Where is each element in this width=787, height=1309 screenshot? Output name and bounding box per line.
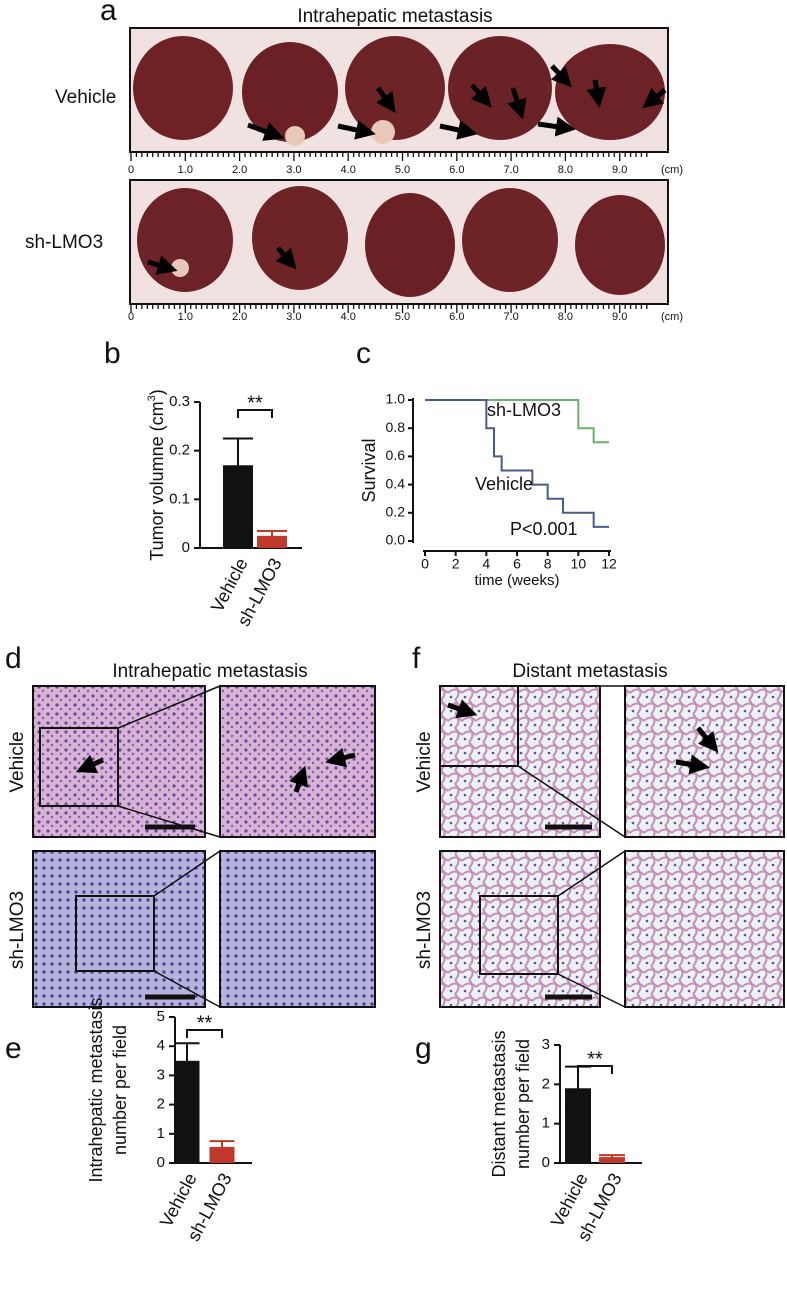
significance-bracket (186, 1029, 223, 1038)
y-tick-label: 2 (542, 1075, 550, 1092)
ruler-label: 8.0 (558, 164, 573, 176)
y-tick-label: 0.2 (169, 442, 190, 459)
ruler-label: 1.0 (178, 164, 193, 176)
row-label: Vehicle (7, 731, 28, 792)
y-tick-label: 0.4 (386, 475, 406, 491)
y-tick-label: 0.0 (386, 532, 406, 548)
y-axis-label: Tumor volumne (cm3) (146, 389, 167, 561)
series-label: Vehicle (475, 474, 533, 494)
ruler-label: 7.0 (503, 164, 518, 176)
ruler-label: 8.0 (558, 311, 573, 323)
x-tick-label: 2 (452, 556, 460, 572)
row-label: sh-LMO3 (7, 891, 28, 969)
bar (209, 1146, 235, 1163)
ruler-label: 3.0 (286, 311, 301, 323)
panel-title: Intrahepatic metastasis (297, 6, 492, 27)
histology-images (32, 685, 785, 1008)
y-tick-label: 3 (542, 1036, 550, 1053)
significance-bracket (577, 1065, 613, 1074)
panel-title: Intrahepatic metastasis (112, 661, 307, 682)
significance-label: ** (587, 1048, 603, 1070)
y-tick-label: 4 (157, 1037, 165, 1054)
y-tick-label: 3 (157, 1066, 165, 1083)
significance-bracket (237, 409, 273, 418)
ruler-label: 5.0 (395, 164, 410, 176)
y-axis-label: number per field (513, 1039, 533, 1169)
panel-letter: b (104, 337, 121, 370)
panel-title: Distant metastasis (512, 661, 667, 682)
y-tick-label: 5 (157, 1008, 165, 1025)
survival-line (425, 399, 609, 444)
ruler-label: 5.0 (395, 311, 410, 323)
panel-letter: e (5, 1032, 22, 1065)
x-axis-label: time (weeks) (474, 572, 559, 589)
x-tick-label: 12 (601, 556, 617, 572)
y-tick-label: 1.0 (386, 391, 406, 407)
ruler-label: 4.0 (341, 164, 356, 176)
survival-line (425, 399, 609, 528)
liver-photos (129, 27, 669, 305)
series-label: sh-LMO3 (487, 400, 561, 420)
bar (257, 535, 287, 548)
y-axis-label: Distant metastasis (489, 1030, 509, 1177)
y-axis-label-part: Tumor volumne (cm (147, 401, 167, 560)
y-tick-label: 1 (542, 1115, 550, 1132)
y-tick-label: 0.2 (386, 504, 406, 520)
x-tick-label: 4 (482, 556, 490, 572)
significance-label: ** (247, 392, 263, 414)
y-tick-label: 0 (157, 1154, 165, 1171)
ruler-label: 1.0 (178, 311, 193, 323)
y-tick-label: 0.1 (169, 490, 190, 507)
ruler-unit: (cm) (661, 311, 683, 323)
significance-label: ** (197, 1012, 213, 1034)
y-axis-label-part: ) (147, 389, 167, 395)
y-tick-label: 2 (157, 1096, 165, 1113)
panel-letter: a (100, 0, 117, 27)
y-axis-label: Intrahepatic metastasis (86, 997, 106, 1182)
panel-letter: g (415, 1032, 432, 1065)
row-label: sh-LMO3 (25, 232, 103, 253)
x-tick-label: 0 (421, 556, 429, 572)
ruler-label: 9.0 (612, 164, 627, 176)
ruler-label: 3.0 (286, 164, 301, 176)
ruler-label: 7.0 (503, 311, 518, 323)
ruler-label: 0 (128, 164, 134, 176)
row-label: sh-LMO3 (414, 891, 435, 969)
ruler-unit: (cm) (661, 164, 683, 176)
x-tick-label: 6 (513, 556, 521, 572)
y-tick-label: 0 (542, 1154, 550, 1171)
ruler-label: 6.0 (449, 164, 464, 176)
ruler-label: 4.0 (341, 311, 356, 323)
y-axis-label-part: 3 (146, 395, 158, 401)
y-axis-label: number per field (110, 1025, 130, 1155)
x-tick-label: 10 (571, 556, 587, 572)
row-label: Vehicle (414, 731, 435, 792)
ruler-label: 6.0 (449, 311, 464, 323)
y-tick-label: 0.8 (386, 419, 406, 435)
ruler-label: 2.0 (232, 164, 247, 176)
annotation: P<0.001 (510, 519, 578, 539)
x-tick-label: 8 (544, 556, 552, 572)
ruler-label: 0 (128, 311, 134, 323)
panel-letter: f (412, 642, 421, 675)
panel-letter: c (356, 337, 371, 370)
ruler-label: 2.0 (232, 311, 247, 323)
ruler-label: 9.0 (612, 311, 627, 323)
panel-letter: d (5, 642, 22, 675)
y-tick-label: 0.6 (386, 447, 406, 463)
y-tick-label: 1 (157, 1125, 165, 1142)
y-axis-label: Survival (359, 438, 379, 502)
row-label: Vehicle (55, 87, 116, 108)
y-tick-label: 0.3 (169, 393, 190, 410)
y-tick-label: 0 (182, 539, 190, 556)
